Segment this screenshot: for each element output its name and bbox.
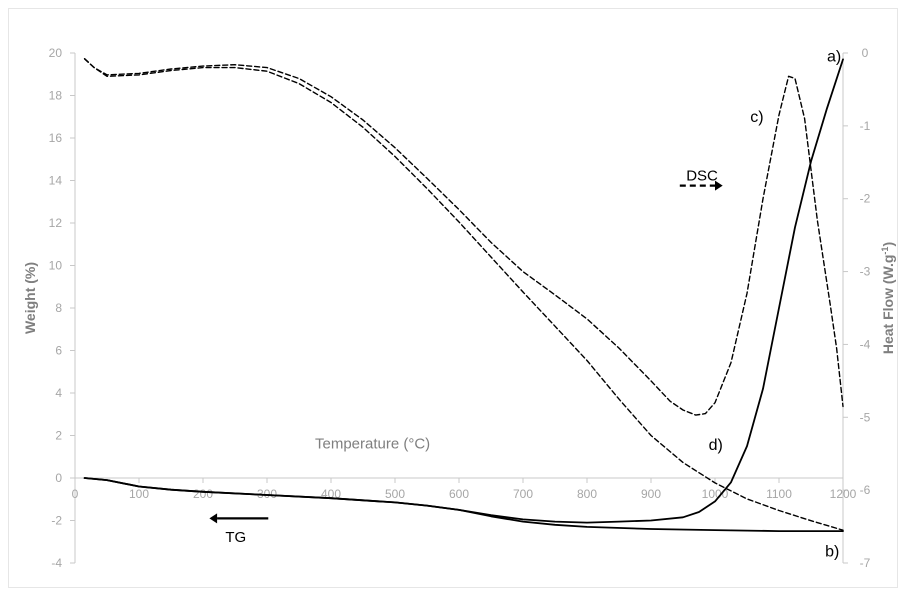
x-tick-label: 200 [193,487,213,501]
y-tick-label: -4 [51,556,62,570]
y2-axis-title-close: ) [880,242,896,247]
y2-tick-label: 0 [862,46,869,60]
x-tick-label: 800 [577,487,597,501]
x-tick-label: 1000 [702,487,729,501]
annotation-a: a) [827,49,841,66]
annotation-d: d) [709,437,723,454]
series-line-c [83,58,844,416]
y2-tick-label: -5 [860,410,871,424]
x-tick-label: 700 [513,487,533,501]
y-tick-label: 6 [55,344,62,358]
y2-axis-title-main: Heat Flow (W.g [880,255,896,355]
x-tick-label: 500 [385,487,405,501]
chart-frame [8,8,898,588]
y2-tick-label: -2 [860,192,871,206]
y-tick-label: 12 [49,216,63,230]
annotation-dsc-label: DSC [686,168,718,185]
y-tick-label: -2 [51,514,62,528]
y-tick-label: 4 [55,386,62,400]
x-tick-label: 1100 [766,487,792,501]
tg-arrow-head [209,513,218,524]
y2-tick-label: -6 [860,483,871,497]
y2-tick-label: -7 [860,556,871,570]
x-tick-label: 900 [641,487,661,501]
x-tick-label: 0 [72,487,79,501]
x-axis-title: Temperature (°C) [315,435,430,452]
y-tick-label: 14 [49,174,63,188]
x-tick-label: 1200 [830,487,857,501]
series-line-a [83,58,844,524]
y-tick-label: 20 [49,46,63,60]
series-line-d [83,58,844,531]
x-tick-label: 300 [257,487,277,501]
y-tick-label: 16 [49,131,63,145]
annotation-tg-label: TG [225,529,246,546]
y-tick-label: 2 [55,429,62,443]
y-tick-label: 10 [49,259,63,273]
y-axis-title: Weight (%) [22,262,38,334]
y-tick-label: 0 [55,471,62,485]
y2-tick-label: -3 [860,265,871,279]
y2-axis-title-sup: -1 [880,247,890,255]
y2-axis-title: Heat Flow (W.g-1) [880,242,896,354]
x-tick-label: 600 [449,487,469,501]
series-line-b [83,477,844,532]
dsc-arrow-head [715,180,723,191]
annotation-c: c) [750,109,763,126]
annotation-b: b) [825,544,839,561]
x-tick-label: 100 [129,487,149,501]
y2-tick-label: -1 [860,119,871,133]
y-tick-label: 8 [55,301,62,315]
y-tick-label: 18 [49,89,63,103]
y2-tick-label: -4 [860,337,871,351]
